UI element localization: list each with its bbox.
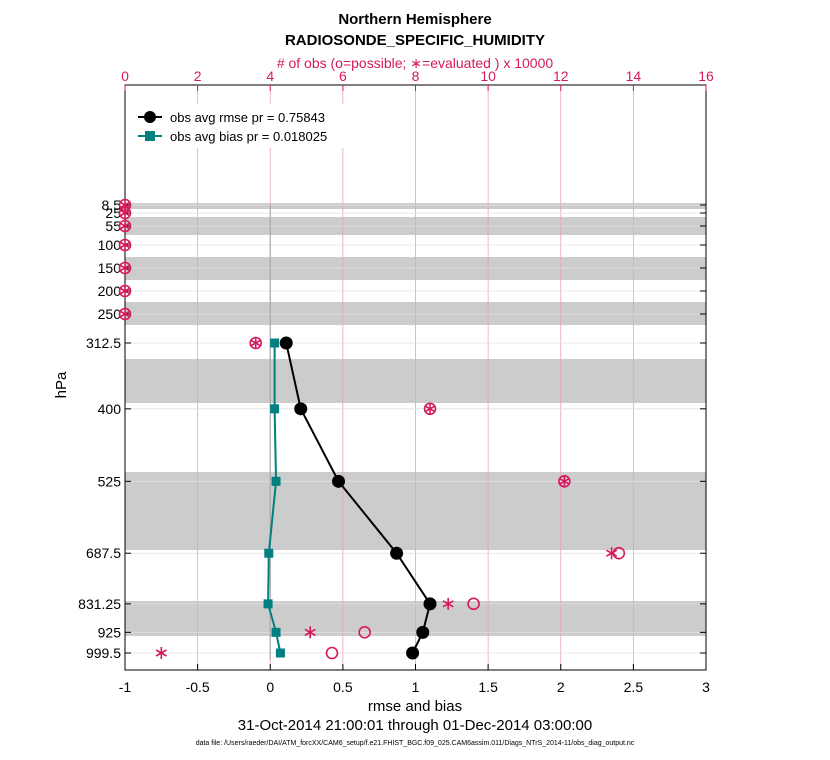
y-tick-label: 400 xyxy=(98,401,122,417)
x-tick-label: -0.5 xyxy=(186,679,210,695)
legend-bias-label: obs avg bias pr = 0.018025 xyxy=(170,129,327,144)
y-tick-label: 687.5 xyxy=(86,545,121,561)
bias-point xyxy=(270,338,280,348)
obs-evaluated-marker xyxy=(119,239,131,251)
x-tick-label: 3 xyxy=(702,679,710,695)
top-tick-label: 2 xyxy=(194,68,202,84)
top-tick-label: 8 xyxy=(412,68,420,84)
x-tick-label: -1 xyxy=(119,679,132,695)
bias-point xyxy=(264,548,274,558)
top-tick-label: 12 xyxy=(553,68,569,84)
data-file-footnote: data file: /Users/raeder/DAI/ATM_forcXX/… xyxy=(196,740,635,747)
legend-box xyxy=(134,104,356,148)
obs-possible-marker xyxy=(325,646,339,660)
bias-point xyxy=(271,476,281,486)
rmse-point xyxy=(332,474,346,488)
top-tick-label: 4 xyxy=(266,68,274,84)
obs-evaluated-marker xyxy=(424,402,436,415)
y-tick-label: 55 xyxy=(105,218,121,234)
top-tick-label: 16 xyxy=(698,68,714,84)
obs-evaluated-marker xyxy=(119,207,131,219)
x-tick-label: 2 xyxy=(557,679,565,695)
top-axis-label: # of obs (o=possible; ∗=evaluated ) x 10… xyxy=(277,55,554,71)
y-tick-label: 250 xyxy=(98,306,122,322)
obs-evaluated-marker xyxy=(155,647,167,659)
obs-evaluated-marker xyxy=(605,547,618,560)
bias-point xyxy=(263,599,273,609)
y-tick-label: 200 xyxy=(98,283,122,299)
x-axis-label: rmse and bias xyxy=(368,698,462,715)
obs-possible-marker xyxy=(467,597,480,611)
top-tick-label: 0 xyxy=(121,68,129,84)
x-tick-label: 1.5 xyxy=(478,679,498,695)
obs-evaluated-marker xyxy=(119,308,131,320)
obs-evaluated-marker xyxy=(119,262,131,274)
y-axis-label: hPa xyxy=(53,371,70,398)
y-tick-label: 925 xyxy=(98,624,122,640)
x-tick-label: 0.5 xyxy=(333,679,353,695)
x-tick-label: 1 xyxy=(412,679,420,695)
obs-possible-marker xyxy=(358,626,371,639)
y-tick-label: 525 xyxy=(98,473,122,489)
obs-evaluated-marker xyxy=(558,475,570,488)
y-tick-label: 312.5 xyxy=(86,335,121,351)
obs-evaluated-marker xyxy=(304,626,316,639)
x-tick-label: 2.5 xyxy=(624,679,644,695)
y-tick-label: 831.25 xyxy=(78,596,121,612)
rmse-point xyxy=(423,597,437,611)
chart-title: Northern Hemisphere xyxy=(338,11,491,28)
obs-possible-marker xyxy=(612,546,626,560)
y-tick-label: 25 xyxy=(105,205,121,221)
chart-subtitle: RADIOSONDE_SPECIFIC_HUMIDITY xyxy=(285,32,545,49)
y-tick-label: 8.5 xyxy=(102,197,122,213)
legend: obs avg rmse pr = 0.75843 obs avg bias p… xyxy=(134,104,356,148)
y-tick-label: 100 xyxy=(98,237,122,253)
obs-evaluated-marker xyxy=(119,285,131,297)
y-tick-label: 999.5 xyxy=(86,645,121,661)
rmse-point xyxy=(279,336,293,350)
rmse-point xyxy=(406,646,420,660)
legend-bias-marker xyxy=(145,131,155,141)
obs-evaluated-marker xyxy=(442,597,454,610)
bias-point xyxy=(275,648,285,658)
top-tick-label: 14 xyxy=(626,68,642,84)
obs-evaluated-marker xyxy=(250,337,262,349)
legend-rmse-label: obs avg rmse pr = 0.75843 xyxy=(170,110,325,125)
date-range: 31-Oct-2014 21:00:01 through 01-Dec-2014… xyxy=(238,717,592,734)
rmse-point xyxy=(294,402,308,416)
rmse-point xyxy=(390,546,404,560)
bias-point xyxy=(270,404,280,414)
y-tick-label: 150 xyxy=(98,260,122,276)
x-tick-label: 0 xyxy=(266,679,274,695)
top-tick-label: 10 xyxy=(480,68,496,84)
legend-rmse-marker xyxy=(144,111,156,123)
rmse-point xyxy=(416,625,430,639)
obs-evaluated-marker xyxy=(119,220,131,232)
bias-point xyxy=(271,627,281,637)
top-tick-label: 6 xyxy=(339,68,347,84)
